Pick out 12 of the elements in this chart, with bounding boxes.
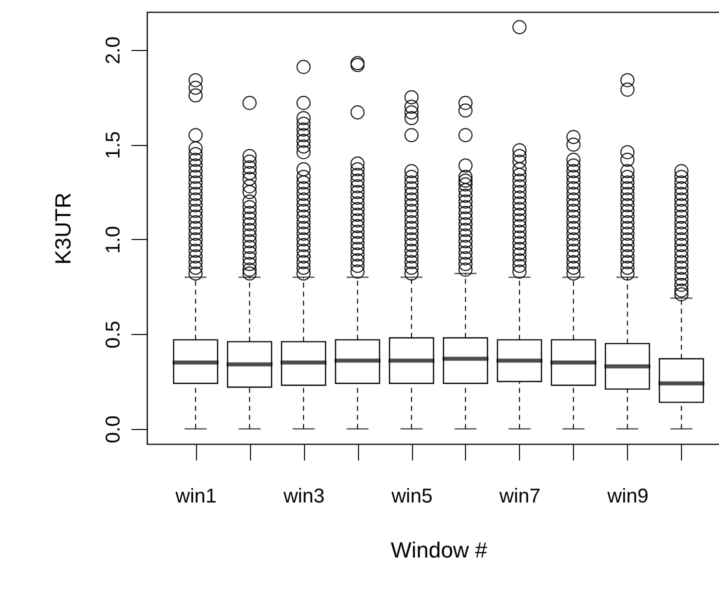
x-tick-label: win7 xyxy=(498,486,541,508)
y-tick-label: 1.5 xyxy=(102,131,124,160)
y-tick-label: 1.0 xyxy=(102,226,124,254)
x-tick-label: win9 xyxy=(606,486,649,508)
x-tick-label: win3 xyxy=(282,486,325,508)
x-tick-label: win5 xyxy=(390,486,433,508)
y-tick-label: 2.0 xyxy=(102,36,124,64)
y-axis-title: K3UTR xyxy=(50,192,76,265)
y-tick-label: 0.5 xyxy=(102,320,124,349)
x-tick-label: win1 xyxy=(174,486,217,508)
x-axis-title: Window # xyxy=(390,538,488,562)
y-tick-label: 0.0 xyxy=(102,415,124,444)
